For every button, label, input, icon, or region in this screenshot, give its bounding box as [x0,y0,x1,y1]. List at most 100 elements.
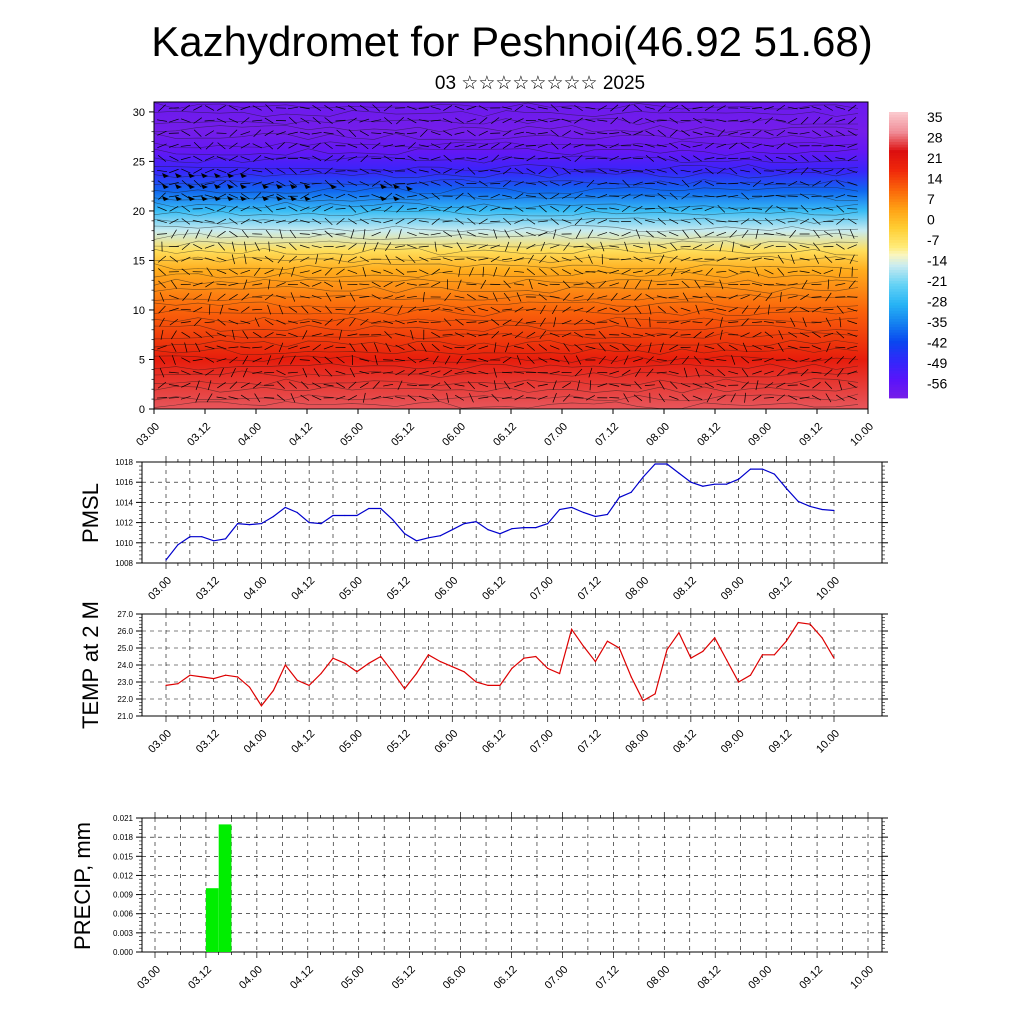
temp-panel-xtick-label: 10.00 [814,728,842,756]
precip-panel-xtick-label: 08.00 [644,964,672,992]
heatmap-xtick-label: 04.00 [236,421,264,449]
pmsl-point [630,491,632,493]
temp-point [213,678,215,680]
colorbar-band [889,294,908,298]
temp-point [571,628,573,630]
colorbar-band [889,201,908,206]
colorbar-band [889,199,908,203]
colorbar: 35 28 21 14 7 0 -7 -14 -21 -28 -35 -42 -49 -56 [889,109,947,399]
precip-panel-xtick-label: 08.12 [695,964,723,992]
pmsl-point [773,473,776,475]
precip-panel-ytick-label: 0.003 [113,929,134,938]
temp-point [296,679,298,681]
temp-point [463,671,465,673]
colorbar-band [889,128,908,132]
temp-panel-ytick-label: 25.0 [117,644,133,653]
pmsl-point [320,523,322,525]
colorbar-label: 21 [927,150,943,166]
precip-panel-ytick-label: 0.021 [113,814,134,823]
colorbar-band [889,166,908,170]
precip-panel-ytick-label: 0.009 [113,891,134,900]
temp-point [821,637,823,639]
pmsl-point [785,487,787,489]
temp-point [582,645,585,647]
pmsl-point [654,463,656,465]
colorbar-band [889,376,908,380]
precip-panel-frame [141,817,883,953]
colorbar-label: 7 [927,191,935,207]
colorbar-band [889,210,908,214]
colorbar-band [889,155,908,159]
pmsl-point [213,540,215,542]
pmsl-point [332,514,334,517]
heatmap-xtick-label: 08.00 [644,421,672,449]
pmsl-panel-xtick-label: 08.00 [623,575,651,603]
temp-point [404,688,406,690]
temp-point [344,662,346,664]
precip-panel-xtick-label: 10.00 [848,964,876,992]
precip-panel-xtick-label: 04.00 [237,964,265,992]
temp-point [809,623,811,625]
temp-panel-xtick-label: 06.12 [480,728,508,756]
temp-point [594,661,597,663]
colorbar-label: 0 [927,212,935,228]
precip-panel-xtick-label: 06.00 [441,964,469,992]
temp-panel-xtick-label: 08.12 [671,728,699,756]
colorbar-band [889,269,908,274]
colorbar-band [889,362,908,366]
colorbar-band [889,351,908,355]
precip-panel-ytick-label: 0.012 [113,871,134,880]
colorbar-band [889,150,908,154]
precip-panel: 0.000 0.003 0.006 0.009 0.012 0.015 0.018 0.021… [70,812,888,992]
temp-panel-ytick-label: 24.0 [117,661,133,670]
heatmap-ytick-label: 20 [133,206,145,218]
temp-point [415,672,418,675]
precip-panel-ytick-label: 0.006 [113,910,134,919]
heatmap-xtick-label: 06.12 [491,421,519,449]
temp-point [392,671,394,673]
colorbar-band [889,272,908,276]
pmsl-point [726,483,728,485]
temp-point [773,654,776,656]
heatmap-field [154,102,868,409]
colorbar-band [889,229,908,233]
temp-panel-xtick-label: 05.12 [385,728,413,756]
pmsl-point [714,483,716,485]
pmsl-point [439,535,441,537]
precip-panel-xtick-label: 05.12 [390,964,418,992]
colorbar-band [889,226,908,230]
pmsl-panel-ytick-label: 1008 [115,559,133,568]
temp-point [165,684,167,687]
colorbar-band [889,131,908,135]
colorbar-band [889,286,908,290]
precip-panel-ylabel: PRECIP, mm [70,822,95,950]
pmsl-point [344,514,346,517]
temp-point [785,640,787,642]
heatmap-xtick-label: 09.12 [797,421,825,449]
pmsl-point [296,511,298,514]
pmsl-point [189,536,191,538]
temp-point [714,637,716,639]
colorbar-band [889,368,908,372]
heatmap-xtick-label: 10.00 [848,421,876,449]
temp-panel-ytick-label: 22.0 [117,695,133,704]
colorbar-band [889,125,908,129]
temp-point [451,666,453,668]
pmsl-point [547,523,549,525]
temp-panel-xtick-label: 08.00 [623,728,651,756]
colorbar-band [889,389,908,393]
colorbar-band [889,343,908,347]
temp-point [475,681,477,683]
pmsl-point [487,529,489,531]
pmsl-point [392,519,394,521]
precip-panel-xtick-label: 07.12 [594,964,622,992]
temp-point [272,689,274,692]
colorbar-band [889,357,908,361]
precip-panel-xtick-label: 05.00 [339,964,367,992]
colorbar-band [889,327,908,331]
temp-point [189,674,191,676]
temp-panel-xtick-label: 09.00 [719,728,747,756]
pmsl-panel-xtick-label: 07.12 [576,575,604,603]
temp-point [690,657,692,659]
pmsl-point [404,533,406,535]
